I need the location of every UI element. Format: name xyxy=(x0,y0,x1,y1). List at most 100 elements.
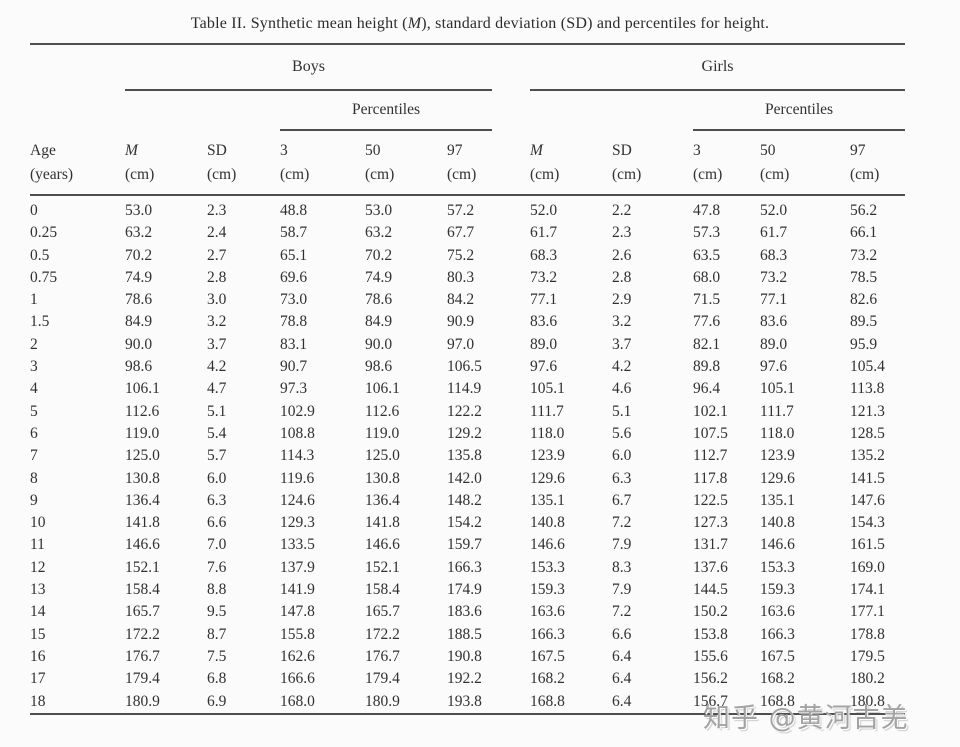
boys-value-cell: 137.9 xyxy=(280,558,315,576)
boys-value-cell: 78.6 xyxy=(365,291,393,309)
boys-value-cell: 90.7 xyxy=(280,358,308,376)
table-row: 6 119.0 5.4 108.8 119.0 129.2 118.0 5.6 107.5 118… xyxy=(30,423,905,445)
spacer-cell xyxy=(492,557,530,579)
boys-value-cell: 135.8 xyxy=(447,447,482,465)
girls-value-cell: 141.5 xyxy=(850,469,885,487)
table-row: 2 90.0 3.7 83.1 90.0 97.0 89.0 3.7 82.1 89.0 95.9 xyxy=(30,334,905,356)
boys-value-cell: 69.6 xyxy=(280,268,308,286)
table-row: 8 130.8 6.0 119.6 130.8 142.0 129.6 6.3 117.8 129… xyxy=(30,468,905,490)
boys-value-cell: 154.2 xyxy=(447,514,482,532)
girls-value-cell: 52.0 xyxy=(530,202,558,219)
girls-value-cell: 73.2 xyxy=(530,268,558,286)
girls-value-cell: 128.5 xyxy=(850,424,885,442)
boys-value-cell: 112.6 xyxy=(125,402,160,420)
girls-value-cell: 167.5 xyxy=(530,647,565,665)
column-header-row: Age (years) M (cm) SD (cm) 3 (cm) 50 (cm) 97(… xyxy=(30,130,906,196)
table-row: 7 125.0 5.7 114.3 125.0 135.8 123.9 6.0 112.7 123… xyxy=(30,445,905,467)
group-header-empty xyxy=(30,44,125,90)
girls-value-cell: 66.1 xyxy=(850,224,878,242)
age-cell: 0 xyxy=(30,202,38,219)
age-cell: 8 xyxy=(30,469,38,487)
girls-value-cell: 2.9 xyxy=(612,291,632,309)
girls-value-cell: 3.7 xyxy=(612,335,632,353)
boys-value-cell: 5.7 xyxy=(207,447,227,465)
age-cell: 0.25 xyxy=(30,224,58,242)
boys-value-cell: 58.7 xyxy=(280,224,308,242)
boys-value-cell: 53.0 xyxy=(365,202,393,219)
col-header-gap xyxy=(492,130,531,196)
table-row: 9 136.4 6.3 124.6 136.4 148.2 135.1 6.7 122.5 135… xyxy=(30,490,905,512)
girls-value-cell: 95.9 xyxy=(850,335,878,353)
girls-value-cell: 117.8 xyxy=(693,469,728,487)
table-row: 18 180.9 6.9 168.0 180.9 193.8 168.8 6.4 156.7 16… xyxy=(30,691,905,714)
boys-value-cell: 166.6 xyxy=(280,670,315,688)
boys-value-cell: 179.4 xyxy=(125,670,160,688)
boys-value-cell: 119.0 xyxy=(125,424,160,442)
girls-value-cell: 73.2 xyxy=(760,268,788,286)
spacer-cell xyxy=(492,512,530,534)
girls-value-cell: 168.2 xyxy=(760,670,795,688)
percentiles-empty xyxy=(125,90,207,130)
girls-value-cell: 144.5 xyxy=(693,581,728,599)
table-row: 17 179.4 6.8 166.6 179.4 192.2 168.2 6.4 156.2 16… xyxy=(30,668,905,690)
girls-value-cell: 169.0 xyxy=(850,558,885,576)
boys-value-cell: 165.7 xyxy=(365,603,400,621)
age-cell: 5 xyxy=(30,402,38,420)
spacer-cell xyxy=(492,534,530,556)
group-header-girls: Girls xyxy=(530,44,906,91)
boys-value-cell: 114.3 xyxy=(280,447,315,465)
girls-value-cell: 123.9 xyxy=(760,447,795,465)
col-header-girls-m: M (cm) xyxy=(530,130,613,196)
col-header-girls-p50: 50 (cm) xyxy=(760,130,851,196)
girls-value-cell: 150.2 xyxy=(693,603,728,621)
age-cell: 13 xyxy=(30,581,46,599)
girls-value-cell: 153.8 xyxy=(693,625,728,643)
spacer-cell xyxy=(492,356,530,378)
boys-value-cell: 90.0 xyxy=(365,335,393,353)
girls-value-cell: 129.6 xyxy=(530,469,565,487)
girls-value-cell: 121.3 xyxy=(850,402,885,420)
table-title: Table II. Synthetic mean height (M), sta… xyxy=(0,15,960,33)
spacer-cell xyxy=(492,195,530,222)
boys-value-cell: 90.9 xyxy=(447,313,475,331)
boys-value-cell: 147.8 xyxy=(280,603,315,621)
boys-value-cell: 119.0 xyxy=(365,424,400,442)
boys-value-cell: 106.1 xyxy=(365,380,400,398)
boys-value-cell: 129.3 xyxy=(280,514,315,532)
girls-value-cell: 7.2 xyxy=(612,603,632,621)
girls-value-cell: 156.7 xyxy=(693,692,728,710)
boys-value-cell: 6.0 xyxy=(207,469,227,487)
girls-value-cell: 6.7 xyxy=(612,491,632,509)
girls-value-cell: 105.4 xyxy=(850,358,885,376)
boys-value-cell: 152.1 xyxy=(365,558,400,576)
boys-value-cell: 7.0 xyxy=(207,536,227,554)
age-cell: 16 xyxy=(30,647,46,665)
table-row: 12 152.1 7.6 137.9 152.1 166.3 153.3 8.3 137.6 15… xyxy=(30,557,905,579)
girls-value-cell: 77.1 xyxy=(530,291,558,309)
girls-value-cell: 2.2 xyxy=(612,202,632,219)
boys-value-cell: 165.7 xyxy=(125,603,160,621)
spacer-cell xyxy=(492,222,530,244)
spacer-cell xyxy=(492,267,530,289)
boys-value-cell: 67.7 xyxy=(447,224,475,242)
boys-value-cell: 172.2 xyxy=(365,625,400,643)
percentiles-label-girls: Percentiles xyxy=(693,90,906,131)
table-row: 3 98.6 4.2 90.7 98.6 106.5 97.6 4.2 89.8 97.6 105.… xyxy=(30,356,905,378)
girls-value-cell: 61.7 xyxy=(760,224,788,242)
girls-value-cell: 177.1 xyxy=(850,603,885,621)
girls-value-cell: 156.2 xyxy=(693,670,728,688)
boys-value-cell: 192.2 xyxy=(447,670,482,688)
boys-value-cell: 57.2 xyxy=(447,202,475,219)
boys-value-cell: 2.7 xyxy=(207,246,227,264)
girls-value-cell: 63.5 xyxy=(693,246,721,264)
boys-value-cell: 8.8 xyxy=(207,581,227,599)
age-cell: 10 xyxy=(30,514,46,532)
table-row: 0.5 70.2 2.7 65.1 70.2 75.2 68.3 2.6 63.5 68.3 73.… xyxy=(30,245,905,267)
boys-value-cell: 5.4 xyxy=(207,424,227,442)
boys-value-cell: 158.4 xyxy=(125,581,160,599)
girls-value-cell: 118.0 xyxy=(530,424,565,442)
percentiles-empty xyxy=(612,90,693,130)
boys-value-cell: 152.1 xyxy=(125,558,160,576)
girls-value-cell: 77.1 xyxy=(760,291,788,309)
boys-value-cell: 98.6 xyxy=(365,358,393,376)
